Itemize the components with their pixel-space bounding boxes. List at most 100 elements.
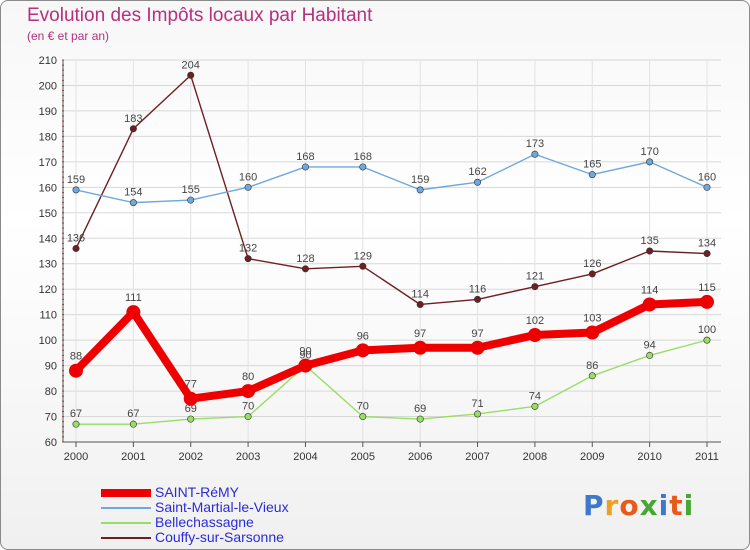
data-point	[72, 420, 80, 428]
data-point	[187, 196, 195, 204]
y-tick-label: 160	[39, 182, 57, 194]
data-point	[244, 413, 252, 421]
data-point	[703, 183, 711, 191]
x-tick-label: 2000	[64, 451, 88, 463]
data-label: 115	[698, 282, 716, 294]
data-label: 69	[185, 403, 197, 415]
data-point	[474, 410, 482, 418]
logo-letter: o	[619, 489, 640, 522]
data-point	[646, 247, 654, 255]
data-point	[187, 415, 195, 423]
series-line	[75, 153, 708, 204]
data-label: 71	[471, 398, 483, 410]
data-label: 136	[67, 232, 85, 244]
data-point	[241, 384, 256, 399]
data-point	[69, 363, 83, 378]
x-tick-label: 2011	[695, 451, 719, 463]
legend-label: Bellechassagne	[155, 514, 254, 530]
data-label: 97	[471, 328, 483, 340]
series-line	[75, 74, 708, 306]
data-label: 103	[583, 312, 601, 324]
data-point	[129, 125, 137, 133]
data-point	[183, 391, 198, 406]
data-point	[588, 171, 596, 179]
x-tick-label: 2005	[351, 451, 375, 463]
data-label: 170	[640, 146, 658, 158]
proxiti-logo: Proxiti	[583, 489, 694, 522]
legend-swatch	[101, 507, 151, 509]
data-point	[129, 420, 137, 428]
data-point	[646, 158, 654, 166]
data-label: 165	[583, 159, 601, 171]
data-label: 121	[526, 271, 544, 283]
data-point	[531, 283, 539, 291]
data-point	[527, 328, 542, 343]
data-point	[72, 244, 80, 252]
data-point	[72, 186, 80, 194]
data-label: 183	[124, 113, 142, 125]
y-tick-label: 110	[39, 310, 57, 322]
data-label: 162	[468, 166, 486, 178]
x-tick-label: 2009	[580, 451, 604, 463]
y-tick-label: 90	[45, 361, 57, 373]
x-tick-label: 2002	[178, 451, 202, 463]
logo-letter: x	[639, 489, 659, 522]
data-label: 159	[411, 174, 429, 186]
data-label: 168	[354, 151, 372, 163]
data-label: 155	[182, 184, 200, 196]
x-tick-label: 2008	[523, 451, 547, 463]
data-label: 111	[125, 292, 142, 304]
data-label: 94	[644, 339, 656, 351]
data-point	[126, 305, 141, 320]
data-label: 132	[239, 243, 257, 255]
data-label: 88	[70, 351, 82, 363]
y-tick-label: 70	[45, 412, 57, 424]
y-tick-label: 190	[39, 106, 57, 118]
data-point	[298, 358, 313, 373]
data-point	[474, 295, 482, 303]
x-tick-label: 2007	[465, 451, 489, 463]
data-label: 160	[239, 171, 257, 183]
y-tick-label: 80	[45, 386, 57, 398]
data-point	[355, 343, 370, 358]
data-label: 116	[469, 283, 487, 295]
data-label: 100	[698, 324, 716, 336]
data-point	[301, 265, 309, 273]
data-label: 154	[124, 187, 142, 199]
data-label: 168	[296, 151, 314, 163]
chart-subtitle: (en € et par an)	[27, 29, 110, 43]
y-tick-label: 140	[39, 233, 57, 245]
series-line	[72, 297, 711, 403]
x-tick-label: 2001	[121, 451, 145, 463]
y-tick-label: 100	[39, 335, 57, 347]
logo-letter: r	[604, 489, 620, 522]
data-label: 69	[414, 403, 426, 415]
data-label: 86	[586, 360, 598, 372]
data-point	[359, 413, 367, 421]
data-point	[416, 186, 424, 194]
y-tick-label: 180	[39, 131, 57, 143]
data-label: 67	[127, 408, 139, 420]
x-tick-label: 2003	[236, 451, 260, 463]
y-tick-label: 60	[45, 437, 57, 449]
data-point	[703, 336, 711, 344]
data-label: 70	[357, 401, 369, 413]
data-label: 70	[242, 401, 254, 413]
data-label: 126	[583, 258, 601, 270]
data-point	[646, 351, 654, 359]
data-point	[531, 150, 539, 158]
data-label: 128	[296, 253, 314, 265]
legend-swatch	[101, 537, 151, 539]
chart-title: Evolution des Impôts locaux par Habitant	[27, 5, 373, 26]
data-label: 134	[698, 238, 716, 250]
data-point	[244, 255, 252, 263]
data-point	[416, 300, 424, 308]
data-label: 204	[182, 59, 200, 71]
data-point	[416, 415, 424, 423]
data-label: 114	[411, 288, 429, 300]
y-tick-label: 210	[39, 55, 57, 67]
legend-swatch	[101, 489, 151, 497]
x-tick-label: 2006	[408, 451, 432, 463]
